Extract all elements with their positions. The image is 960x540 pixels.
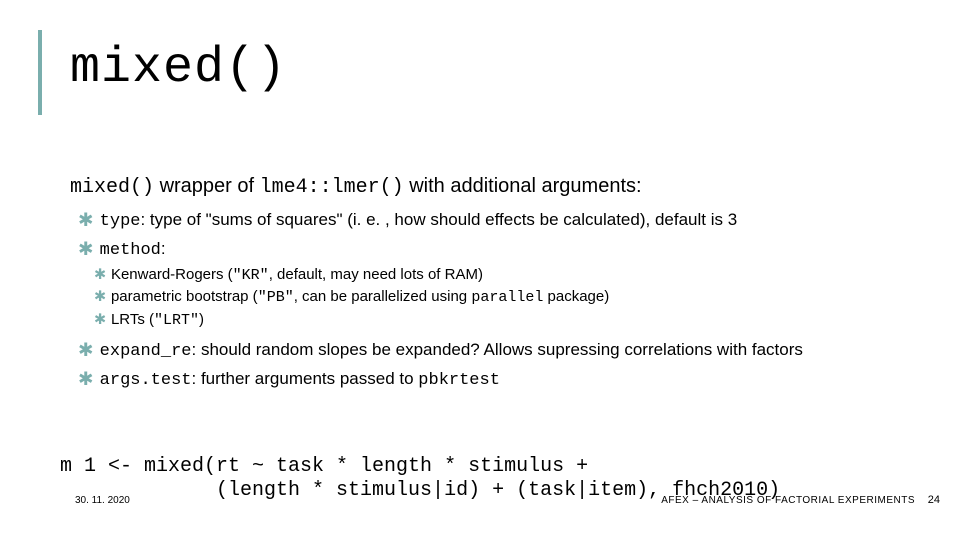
bullet-icon: ✱	[78, 367, 94, 390]
intro-code2: lme4::lmer()	[260, 176, 404, 199]
lrt-pre: LRTs (	[111, 311, 154, 328]
page-title: mixed()	[70, 40, 287, 97]
type-rest: : type of "sums of squares" (i. e. , how…	[140, 210, 737, 229]
bullet-lrt: ✱ LRTs ("LRT")	[94, 311, 920, 331]
bullet-expand: ✱ expand_re: should random slopes be expa…	[78, 337, 920, 362]
bullet-kr: ✱ Kenward-Rogers ("KR", default, may need…	[94, 266, 920, 286]
lrt-code: "LRT"	[154, 312, 199, 329]
kr-post: , default, may need lots of RAM)	[269, 266, 483, 283]
expand-rest: : should random slopes be expanded? Allo…	[192, 340, 803, 359]
accent-bar	[38, 30, 42, 115]
pb-mid: , can be parallelized using	[294, 288, 472, 305]
bullet-args: ✱args.test: further arguments passed to …	[78, 366, 920, 391]
pb-post: package)	[543, 288, 609, 305]
kr-pre: Kenward-Rogers (	[111, 266, 233, 283]
bullet-pb: ✱ parametric bootstrap ("PB", can be para…	[94, 288, 920, 308]
bullet-type: ✱ type: type of "sums of squares" (i. e. …	[78, 207, 920, 232]
args-mid: : further arguments passed to	[192, 369, 419, 388]
footer-date: 30. 11. 2020	[75, 495, 130, 506]
kr-code: "KR"	[233, 267, 269, 284]
code-line-1: m 1 <- mixed(rt ~ task * length * stimul…	[60, 455, 588, 478]
bullet-icon: ✱	[94, 267, 106, 285]
intro-post: with additional arguments:	[404, 175, 642, 197]
type-key: type	[100, 212, 141, 231]
bullet-icon: ✱	[78, 237, 94, 260]
lrt-post: )	[199, 311, 204, 328]
bullet-method: ✱ method:	[78, 236, 920, 261]
bullet-icon: ✱	[94, 312, 106, 330]
pb-code: "PB"	[258, 289, 294, 306]
page-number: 24	[928, 494, 940, 506]
footer-caption: AFEX – ANALYSIS OF FACTORIAL EXPERIMENTS	[661, 495, 915, 506]
pb-mono: parallel	[471, 289, 543, 306]
bullet-icon: ✱	[78, 338, 94, 361]
bullet-icon: ✱	[94, 289, 106, 307]
bullet-icon: ✱	[78, 208, 94, 231]
method-key: method	[100, 241, 161, 260]
intro-line: mixed() wrapper of lme4::lmer() with add…	[70, 175, 920, 199]
method-colon: :	[161, 239, 166, 258]
intro-mid: wrapper of	[154, 175, 260, 197]
intro-code1: mixed()	[70, 176, 154, 199]
content-region: mixed() wrapper of lme4::lmer() with add…	[70, 175, 920, 395]
args-mono: pbkrtest	[418, 371, 500, 390]
args-key: args.test	[100, 371, 192, 390]
pb-pre: parametric bootstrap (	[111, 288, 258, 305]
expand-key: expand_re	[100, 342, 192, 361]
